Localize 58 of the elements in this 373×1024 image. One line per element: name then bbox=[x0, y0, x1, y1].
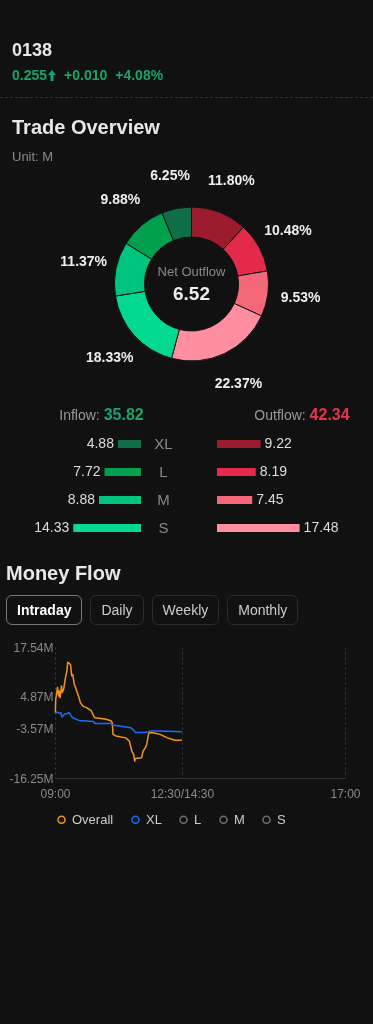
line-series bbox=[54, 661, 183, 762]
data-label: 11.37% bbox=[60, 253, 108, 270]
text: Net Outflow bbox=[157, 264, 227, 279]
data-label: 9.53% bbox=[280, 289, 321, 306]
text: 0138 bbox=[12, 40, 54, 61]
y-tick-label: -16.25M bbox=[9, 771, 54, 786]
text: 0.255 bbox=[12, 67, 48, 83]
text: Daily bbox=[90, 595, 144, 625]
y-tick-label: S bbox=[158, 519, 169, 536]
bar bbox=[73, 524, 141, 532]
text: +4.08% bbox=[115, 67, 164, 83]
data-label: 18.33% bbox=[85, 348, 135, 365]
line-series bbox=[54, 711, 183, 734]
text: 42.34 bbox=[309, 406, 350, 423]
chart-title: Trade Overview bbox=[12, 116, 161, 139]
legend-label: M bbox=[234, 811, 245, 827]
x-tick-label: 12:30/14:30 bbox=[150, 786, 215, 801]
legend-label: Overall bbox=[72, 811, 114, 827]
data-label: 4.88 bbox=[86, 435, 115, 451]
chart-title: Inflow: bbox=[59, 407, 101, 423]
legend-label: L bbox=[194, 811, 202, 827]
data-label: 7.45 bbox=[256, 491, 284, 507]
text: Intraday bbox=[6, 595, 83, 625]
data-label: 10.48% bbox=[264, 222, 313, 239]
data-label: 7.72 bbox=[73, 463, 101, 479]
data-label: 9.88% bbox=[100, 191, 141, 208]
text: +0.010 bbox=[64, 67, 108, 83]
y-tick-label: M bbox=[157, 491, 170, 508]
x-tick-label: 17:00 bbox=[330, 786, 361, 801]
data-label: 9.22 bbox=[264, 435, 293, 451]
y-tick-label: 17.54M bbox=[13, 640, 54, 655]
y-tick-label: L bbox=[159, 463, 168, 480]
y-tick-label: 4.87M bbox=[20, 689, 54, 704]
data-label: 6.25% bbox=[150, 167, 191, 184]
data-label: 22.37% bbox=[214, 374, 263, 391]
data-label: 8.88 bbox=[67, 491, 96, 507]
bar bbox=[217, 468, 256, 476]
text: Monthly bbox=[227, 595, 299, 625]
chart-title: Outflow: bbox=[254, 407, 307, 423]
data-label: 14.33 bbox=[34, 519, 70, 535]
bar bbox=[217, 440, 261, 448]
legend-label: S bbox=[277, 811, 286, 827]
chart-subtitle: Unit: M bbox=[12, 149, 55, 164]
bar bbox=[217, 496, 253, 504]
data-label: 8.19 bbox=[259, 463, 288, 479]
bar bbox=[99, 496, 141, 504]
x-tick-label: 09:00 bbox=[40, 786, 71, 801]
y-tick-label: -3.57M bbox=[16, 722, 54, 737]
text: Weekly bbox=[151, 595, 220, 625]
text: 6.52 bbox=[173, 283, 210, 304]
text: 35.82 bbox=[103, 406, 144, 423]
bar bbox=[104, 468, 141, 476]
chart-title: Money Flow bbox=[6, 562, 122, 585]
data-label: 17.48 bbox=[303, 519, 339, 535]
bar bbox=[217, 524, 300, 532]
y-tick-label: XL bbox=[154, 435, 173, 452]
bar bbox=[117, 440, 141, 448]
data-label: 11.80% bbox=[207, 172, 256, 189]
